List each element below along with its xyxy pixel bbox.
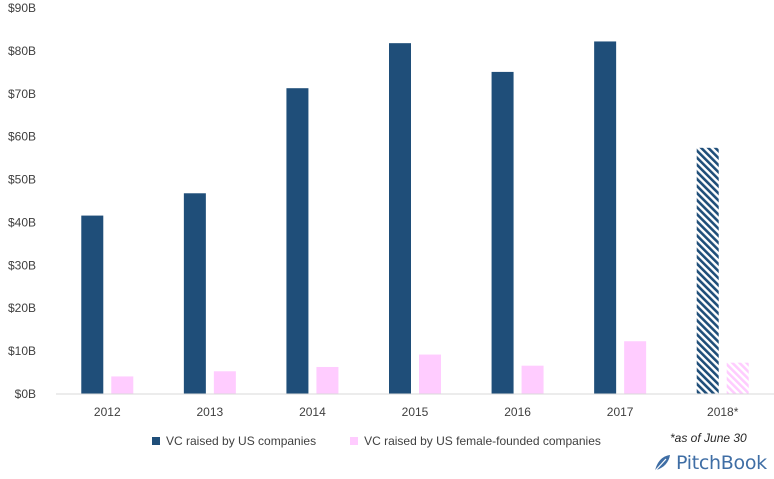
x-tick-label: 2017 — [607, 405, 634, 419]
bar-us-companies-2013 — [183, 193, 206, 394]
bar-us-companies-2015 — [389, 43, 411, 395]
x-tick-label: 2013 — [197, 405, 224, 419]
pitchbook-leaf-icon — [654, 455, 670, 472]
legend-label-us-companies: VC raised by US companies — [166, 434, 317, 448]
y-tick-label: $20B — [8, 301, 36, 315]
bar-female-founded-2018 — [726, 362, 749, 394]
legend-swatch-us-companies — [152, 437, 160, 445]
bar-us-companies-2016 — [491, 71, 514, 394]
y-tick-label: $30B — [8, 258, 36, 272]
bar-us-companies-2014 — [286, 88, 309, 395]
bar-female-founded-2017 — [624, 341, 647, 394]
x-axis: 2012 2013 2014 2015 2016 2017 2018* — [94, 405, 739, 419]
bar-us-companies-2017 — [594, 41, 617, 394]
pitchbook-wordmark: PitchBook — [676, 452, 767, 474]
x-tick-label: 2018* — [707, 405, 739, 419]
x-tick-label: 2012 — [94, 405, 121, 419]
legend-item-female-founded: VC raised by US female-founded companies — [350, 434, 601, 448]
legend-label-female-founded: VC raised by US female-founded companies — [364, 434, 601, 448]
legend: VC raised by US companies VC raised by U… — [152, 434, 635, 448]
footnote: *as of June 30 — [670, 431, 747, 445]
bar-us-companies-2012 — [81, 215, 104, 394]
x-tick-label: 2016 — [504, 405, 531, 419]
bars-group — [81, 41, 749, 395]
y-tick-label: $0B — [15, 387, 36, 401]
y-tick-label: $10B — [8, 344, 36, 358]
x-tick-label: 2014 — [299, 405, 326, 419]
bar-female-founded-2016 — [521, 365, 544, 394]
x-tick-label: 2015 — [402, 405, 429, 419]
bar-female-founded-2015 — [419, 354, 441, 394]
pitchbook-logo: PitchBook — [652, 452, 767, 474]
bar-us-companies-2018 — [696, 147, 719, 394]
bar-female-founded-2013 — [213, 371, 236, 394]
y-tick-label: $40B — [8, 215, 36, 229]
legend-item-us-companies: VC raised by US companies — [152, 434, 316, 448]
y-tick-label: $50B — [8, 173, 36, 187]
y-tick-label: $70B — [8, 87, 36, 101]
y-tick-label: $80B — [8, 44, 36, 58]
bar-female-founded-2014 — [316, 366, 339, 394]
legend-swatch-female-founded — [350, 437, 359, 445]
bar-female-founded-2012 — [111, 376, 134, 394]
y-tick-label: $60B — [8, 130, 36, 144]
y-tick-label: $90B — [8, 1, 36, 15]
y-axis: $0B $10B $20B $30B $40B $50B $60B $70B $80B $90B — [8, 1, 36, 401]
